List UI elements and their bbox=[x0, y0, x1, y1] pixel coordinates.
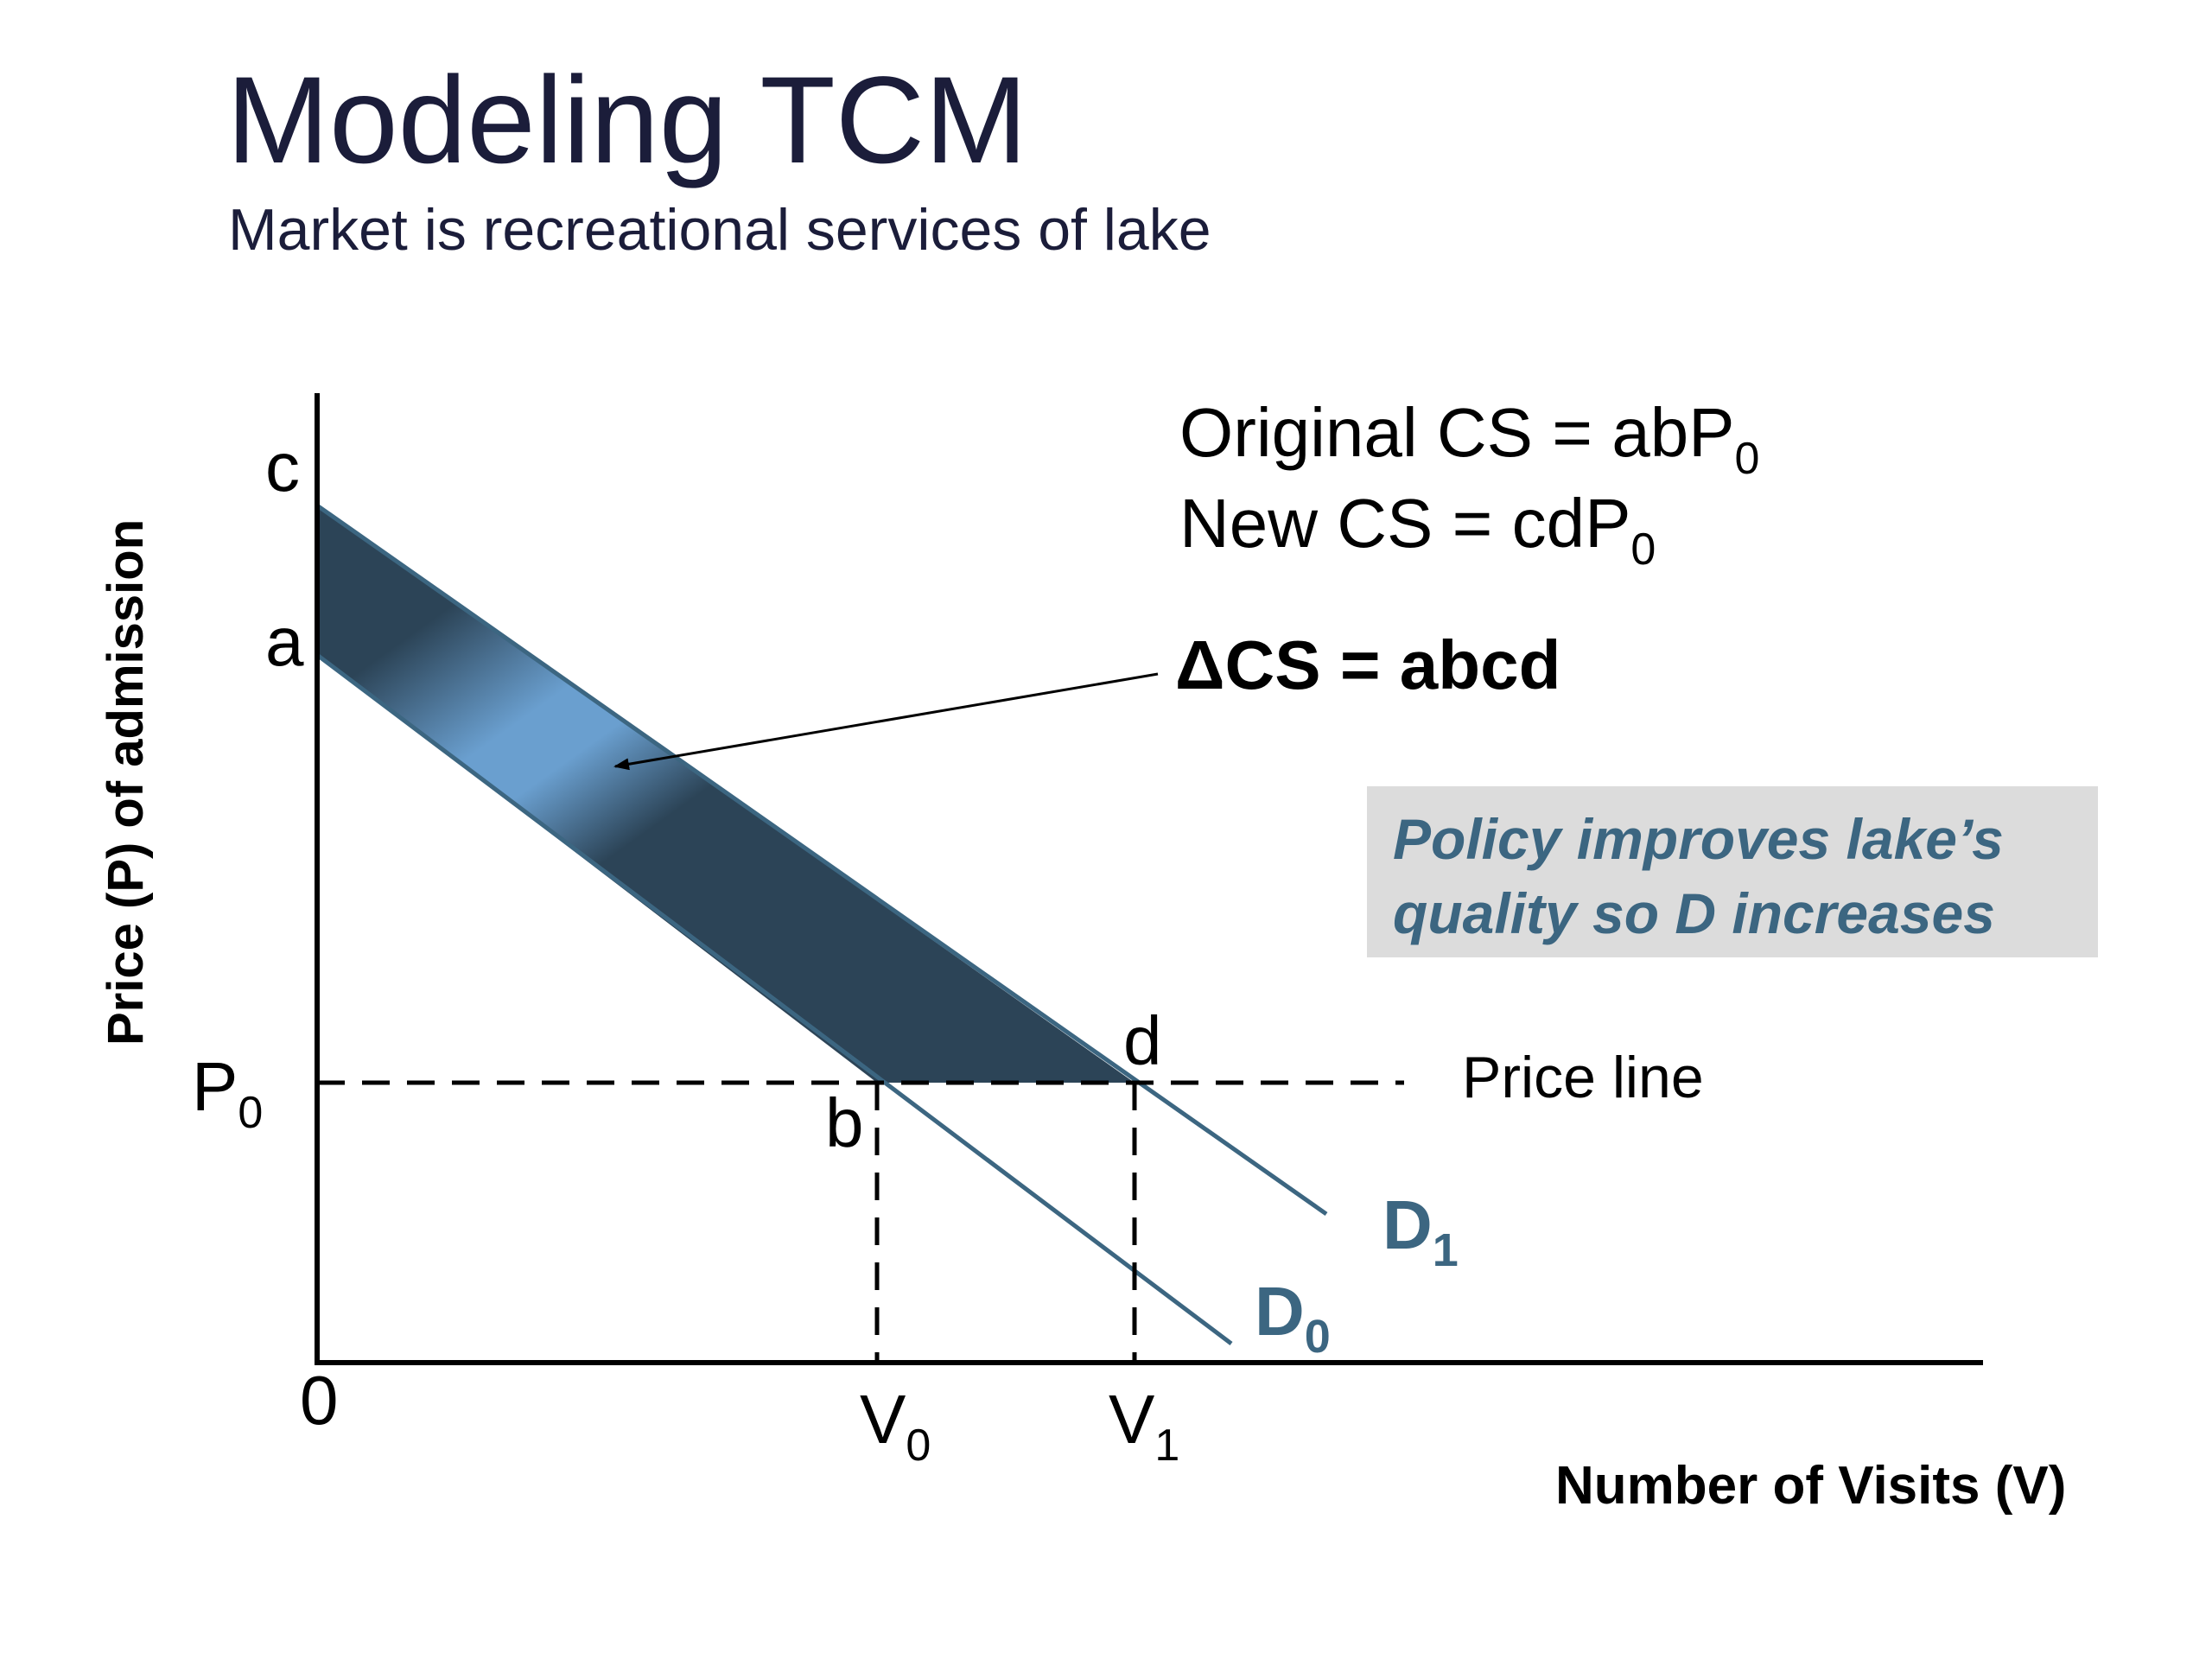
point-label-c: c bbox=[265, 429, 300, 505]
demand-curve-d0 bbox=[315, 653, 1233, 1345]
price-level-label: P0 bbox=[192, 1048, 263, 1138]
demand-label-d1: D1 bbox=[1382, 1186, 1459, 1276]
price-line-label: Price line bbox=[1462, 1045, 1704, 1110]
page-title: Modeling TCM bbox=[226, 52, 1028, 189]
original-cs-label: Original CS = abP0 bbox=[1179, 394, 1759, 484]
callout-line-1: Policy improves lake’s bbox=[1393, 807, 2004, 871]
v0-label: V0 bbox=[860, 1381, 931, 1471]
delta-cs-arrow bbox=[613, 672, 1159, 771]
point-label-b: b bbox=[825, 1084, 864, 1161]
demand-curve-d1 bbox=[315, 503, 1328, 1217]
policy-callout: Policy improves lake’s quality so D incr… bbox=[1367, 786, 2098, 957]
delta-cs-label: ΔCS = abcd bbox=[1175, 626, 1561, 703]
new-cs-label: New CS = cdP0 bbox=[1179, 485, 1656, 575]
demand-label-d0: D0 bbox=[1255, 1273, 1331, 1363]
v1-label: V1 bbox=[1109, 1381, 1179, 1471]
point-label-d: d bbox=[1123, 1002, 1162, 1079]
origin-label: 0 bbox=[300, 1362, 339, 1439]
x-axis-label: Number of Visits (V) bbox=[1555, 1456, 2066, 1516]
page-subtitle: Market is recreational services of lake bbox=[228, 197, 1211, 263]
callout-line-2: quality so D increases bbox=[1393, 881, 1995, 945]
point-label-a: a bbox=[265, 603, 304, 680]
y-axis-label: Price (P) of admission bbox=[98, 519, 154, 1046]
